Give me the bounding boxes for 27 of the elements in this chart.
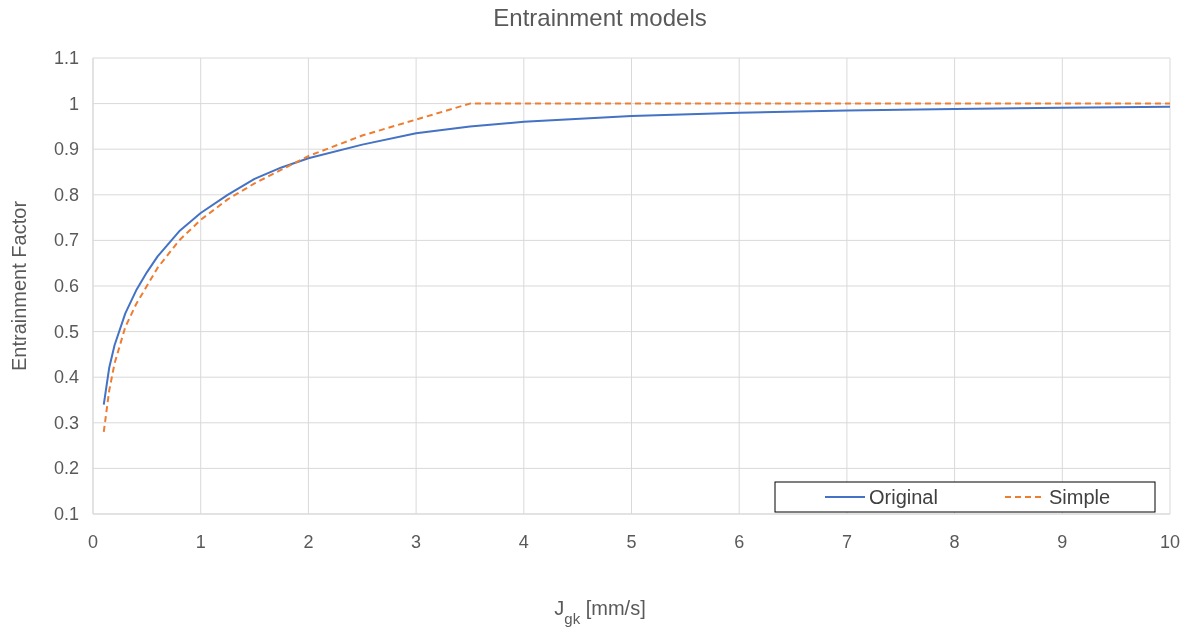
- legend-label: Simple: [1049, 486, 1111, 508]
- y-tick-label: 0.3: [53, 412, 79, 433]
- x-tick-label: 3: [411, 532, 422, 552]
- x-tick-label: 8: [949, 532, 960, 552]
- y-tick-label: 0.8: [53, 184, 79, 205]
- x-tick-label: 10: [1159, 532, 1181, 552]
- x-tick-label: 7: [841, 532, 852, 552]
- x-tick-label: 0: [87, 532, 99, 552]
- y-tick-label: 1: [68, 93, 79, 114]
- y-tick-label: 0.2: [53, 458, 79, 479]
- x-tick-label: 9: [1057, 532, 1068, 552]
- y-tick-label: 1.1: [53, 48, 79, 68]
- x-tick-label: 2: [303, 532, 314, 552]
- y-tick-label: 0.6: [53, 276, 79, 296]
- y-axis-title: Entrainment Factor: [8, 200, 30, 372]
- y-tick-label: 0.7: [53, 230, 79, 251]
- y-tick-label: 0.4: [53, 367, 79, 388]
- y-tick-label: 0.1: [53, 504, 79, 524]
- x-tick-label: 6: [734, 532, 745, 552]
- x-tick-label: 5: [626, 532, 637, 552]
- x-tick-label: 1: [195, 532, 206, 552]
- chart-title: Entrainment models: [493, 4, 707, 31]
- x-axis-title: J$_{gk}$ [mm/s]: [554, 597, 646, 627]
- x-tick-label: 4: [518, 532, 529, 552]
- y-tick-label: 0.5: [53, 321, 79, 342]
- legend-label: Original: [869, 486, 938, 508]
- y-tick-label: 0.9: [53, 139, 79, 160]
